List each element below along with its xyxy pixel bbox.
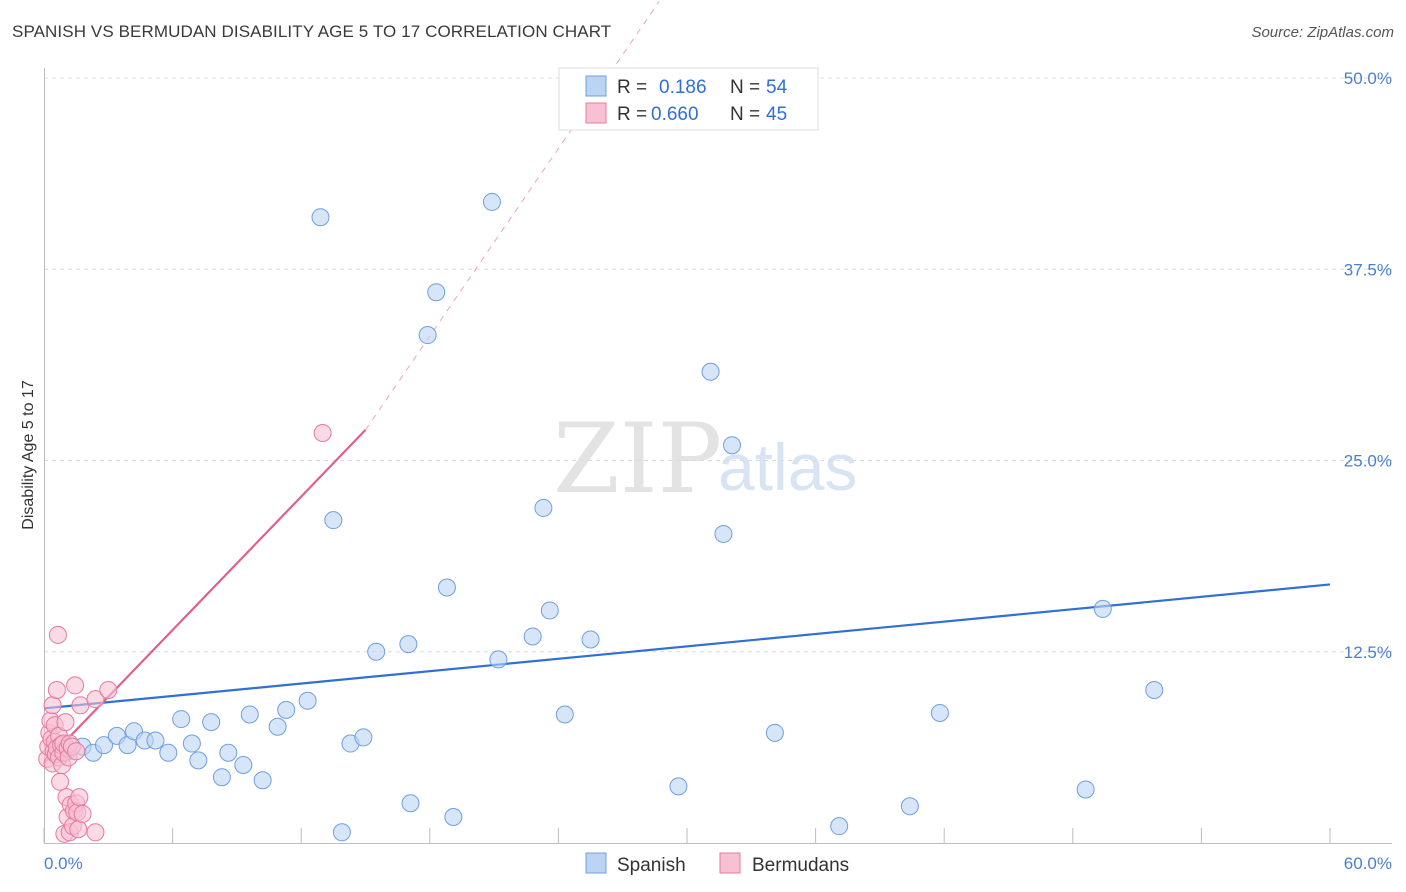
spanish-point xyxy=(701,362,720,381)
spanish-point xyxy=(219,743,238,762)
spanish-point xyxy=(427,283,446,302)
spanish-point xyxy=(581,630,600,649)
spanish-point xyxy=(723,436,742,455)
spanish-point xyxy=(540,601,559,620)
bermudan-point xyxy=(43,696,62,715)
spanish-point xyxy=(240,705,259,724)
legend-swatch-bermudan xyxy=(585,102,607,124)
y-tick-label: 12.5% xyxy=(1344,643,1392,662)
spanish-point xyxy=(367,642,386,661)
x-tick-label-max: 60.0% xyxy=(1344,854,1392,873)
legend-r-label-bermudan: R = xyxy=(617,104,647,125)
bermudan-point xyxy=(71,696,90,715)
bermudan-trend-line xyxy=(43,429,367,765)
bottom-legend-label-spanish: Spanish xyxy=(617,855,686,876)
bottom-legend-label-bermudan: Bermudans xyxy=(752,855,849,876)
legend-n-label-bermudan: N = xyxy=(730,104,760,125)
x-tick-label-min: 0.0% xyxy=(44,854,83,873)
grid-lines xyxy=(44,77,1392,653)
y-axis-label: Disability Age 5 to 17 xyxy=(20,380,37,530)
bottom-legend-swatch-spanish xyxy=(585,852,607,874)
spanish-point xyxy=(277,700,296,719)
spanish-point xyxy=(146,731,165,750)
scatter-points xyxy=(38,192,1164,843)
chart-title: SPANISH VS BERMUDAN DISABILITY AGE 5 TO … xyxy=(12,22,612,41)
x-axis-ticks xyxy=(43,828,1331,843)
spanish-point xyxy=(714,524,733,543)
spanish-point xyxy=(489,650,508,669)
spanish-point xyxy=(159,743,178,762)
bermudan-point xyxy=(48,625,67,644)
spanish-point xyxy=(482,192,501,211)
spanish-point xyxy=(437,578,456,597)
bermudan-trend-extension xyxy=(365,1,660,431)
bermudan-point xyxy=(86,823,105,842)
bermudan-point xyxy=(51,772,70,791)
y-tick-label: 50.0% xyxy=(1344,69,1392,88)
legend-r-value-spanish: 0.186 xyxy=(659,77,707,98)
legend-r-label-spanish: R = xyxy=(617,77,647,98)
spanish-point xyxy=(324,511,343,530)
spanish-point xyxy=(253,771,272,790)
bermudan-point xyxy=(66,676,85,695)
bermudan-point xyxy=(99,681,118,699)
spanish-point xyxy=(418,326,437,345)
spanish-point xyxy=(830,817,849,836)
chart-source: Source: ZipAtlas.com xyxy=(1251,24,1394,41)
spanish-point xyxy=(332,823,351,842)
spanish-point xyxy=(444,807,463,826)
spanish-point xyxy=(354,728,373,747)
spanish-point xyxy=(202,713,221,732)
spanish-point xyxy=(1076,780,1095,799)
y-tick-label: 25.0% xyxy=(1344,452,1392,471)
bermudan-point xyxy=(47,681,66,699)
spanish-point xyxy=(172,710,191,729)
legend-n-label-spanish: N = xyxy=(730,77,760,98)
spanish-point xyxy=(1145,681,1164,699)
y-tick-label: 37.5% xyxy=(1344,260,1392,279)
spanish-point xyxy=(268,717,287,736)
spanish-point xyxy=(311,208,330,227)
bermudan-point xyxy=(86,690,105,709)
legend-n-value-bermudan: 45 xyxy=(766,104,787,125)
legend-n-value-spanish: 54 xyxy=(766,77,788,98)
watermark-zip: ZIP xyxy=(553,403,722,515)
spanish-point xyxy=(189,751,208,770)
spanish-point xyxy=(95,736,114,755)
bermudan-point xyxy=(313,423,332,442)
spanish-trend-line xyxy=(43,583,1331,710)
legend-r-value-bermudan: 0.660 xyxy=(651,104,699,125)
spanish-point xyxy=(765,723,784,742)
bermudan-point xyxy=(56,713,75,732)
spanish-point xyxy=(930,703,949,722)
spanish-point xyxy=(234,755,253,774)
bermudan-point xyxy=(73,804,92,823)
bermudan-point xyxy=(67,742,86,761)
bottom-legend-swatch-bermudan xyxy=(719,852,741,874)
spanish-point xyxy=(669,777,688,796)
spanish-point xyxy=(401,794,420,813)
series-legend: Spanish Bermudans xyxy=(585,852,849,876)
bermudan-point xyxy=(69,820,88,839)
spanish-point xyxy=(900,797,919,816)
spanish-point xyxy=(298,691,317,710)
spanish-point xyxy=(555,705,574,724)
legend-swatch-spanish xyxy=(585,75,607,97)
y-axis-tick-labels: 12.5% 25.0% 37.5% 50.0% xyxy=(1344,69,1392,662)
spanish-point xyxy=(523,627,542,646)
correlation-legend: R = 0.186 N = 54 R = 0.660 N = 45 xyxy=(558,67,819,131)
spanish-point xyxy=(1093,599,1112,618)
spanish-point xyxy=(399,635,418,654)
watermark-atlas: atlas xyxy=(718,430,857,504)
spanish-point xyxy=(182,734,201,753)
spanish-point xyxy=(212,768,231,787)
bermudan-point xyxy=(70,788,89,807)
spanish-point xyxy=(534,498,553,517)
